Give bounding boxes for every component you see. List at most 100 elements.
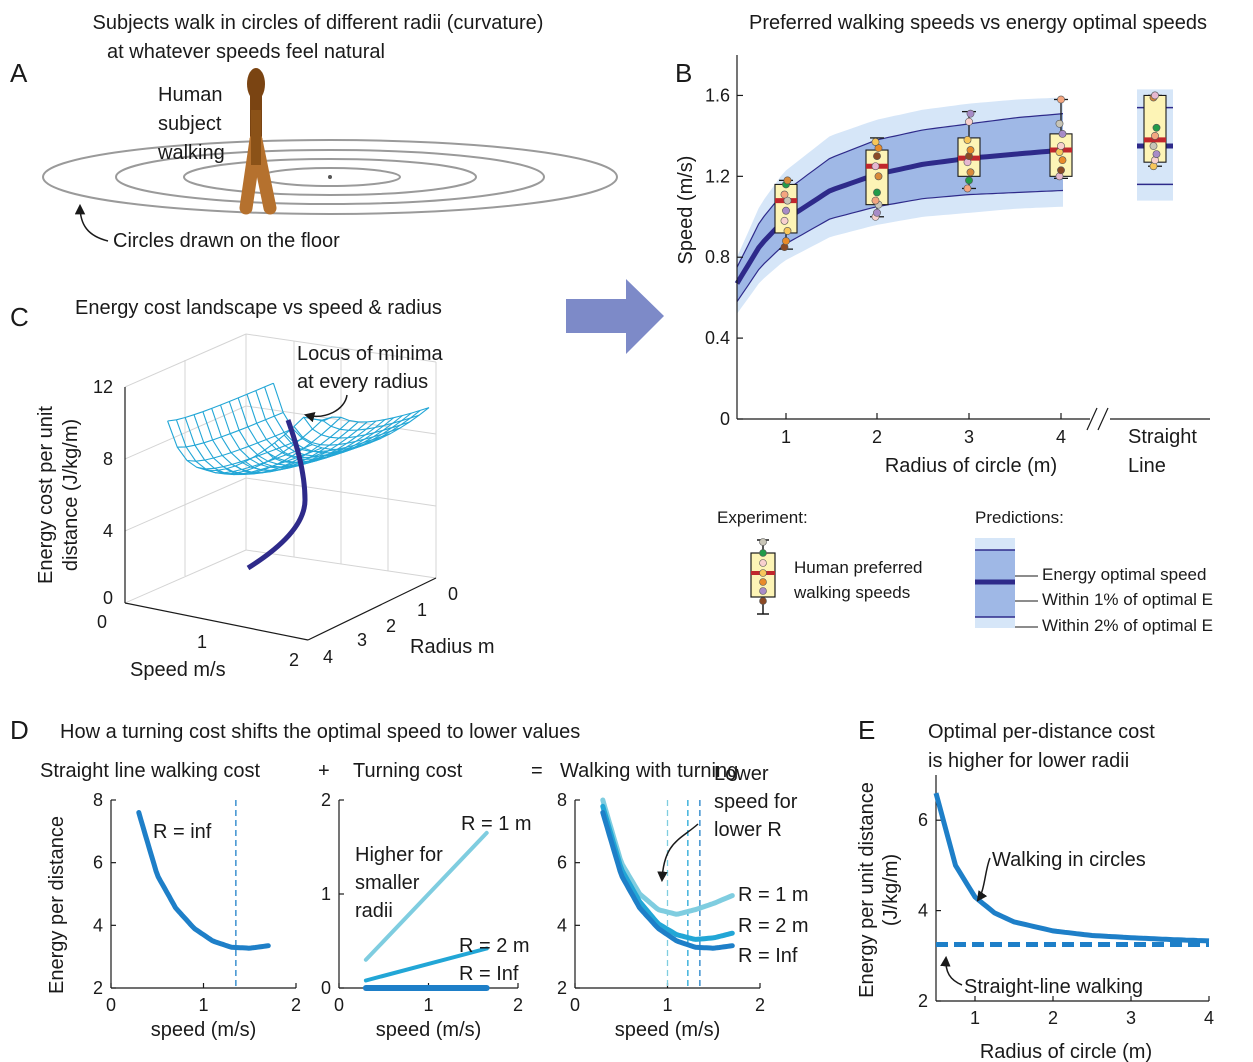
locus-annotation-1: Locus of minima: [297, 343, 443, 365]
subject-label-2: subject: [158, 113, 222, 135]
mesh-line-speed: [215, 447, 323, 476]
b-ytick-label: 0: [720, 409, 730, 429]
d-ytick-label: 4: [557, 915, 567, 935]
d-mid-label-r2: R = 2 m: [459, 935, 530, 957]
data-point: [965, 117, 973, 126]
d-series-line: [136, 810, 271, 951]
d-ytick-label: 8: [557, 790, 567, 810]
d-ytick-label: 4: [93, 915, 103, 935]
d-xtick-label: 1: [198, 995, 208, 1015]
mesh-line-speed: [283, 433, 391, 453]
d-ytick-label: 2: [557, 978, 567, 998]
d-series-line: [363, 946, 489, 983]
data-point: [1057, 95, 1065, 104]
experiment-label-1: Human preferred: [794, 558, 923, 577]
d-ytick-label: 1: [321, 884, 331, 904]
d-series-line: [363, 830, 489, 962]
d-mid-note-3: radii: [355, 900, 393, 922]
circles-label: Circles drawn on the floor: [113, 230, 340, 252]
e-xtick-label: 2: [1048, 1008, 1058, 1028]
data-point: [780, 216, 789, 225]
predictions-title: Predictions:: [975, 508, 1064, 527]
b-ylabel: Speed (m/s): [675, 156, 697, 265]
b-xtick-label-straight-2: Line: [1128, 455, 1166, 477]
subject-label-3: walking: [157, 142, 225, 164]
c-ytick-2: 2: [386, 616, 396, 636]
b-ytick-label: 0.8: [705, 247, 730, 267]
d-mid-note-1: Higher for: [355, 844, 443, 866]
data-point: [783, 176, 792, 185]
data-point: [783, 227, 792, 235]
e-ylabel-2: (J/kg/m): [880, 854, 902, 926]
c-ytick-3: 3: [357, 630, 367, 650]
data-point: [1057, 166, 1065, 175]
mesh-line-speed: [274, 438, 381, 458]
data-point: [1151, 91, 1159, 100]
d-xtick-label: 1: [662, 995, 672, 1015]
d-right-label-r2: R = 2 m: [738, 915, 809, 937]
e-label-straight: Straight-line walking: [964, 976, 1143, 998]
e-xtick-label: 4: [1204, 1008, 1214, 1028]
d-series-line: [600, 803, 735, 942]
d-right-arrow: [657, 823, 699, 883]
d-sub1: Straight line walking cost: [40, 760, 261, 782]
e-xlabel: Radius of circle (m): [980, 1041, 1152, 1062]
panel-letter-a: A: [10, 58, 28, 88]
d-xlabel: speed (m/s): [615, 1019, 721, 1041]
c-xtick-2: 2: [289, 650, 299, 670]
panel-a-title-line2: at whatever speeds feel natural: [107, 41, 385, 63]
panel-b: B Preferred walking speeds vs energy opt…: [675, 12, 1213, 635]
data-point: [871, 138, 880, 146]
c-ztick-12: 12: [93, 377, 113, 397]
data-point: [874, 172, 883, 181]
c-zlabel-2: distance (J/kg/m): [60, 419, 82, 571]
d-series-line: [600, 797, 735, 917]
d-ylabel: Energy per distance: [46, 816, 68, 994]
data-point: [966, 109, 975, 118]
d-left-label: R = inf: [153, 821, 212, 843]
d-xtick-label: 2: [291, 995, 301, 1015]
data-point: [873, 152, 881, 161]
d-xtick-label: 2: [513, 995, 523, 1015]
b-ytick-label: 1.2: [705, 166, 730, 186]
e-straight-arrow: [940, 955, 963, 986]
d-right-plot: 2 4 6 8 0 1 2 speed (m/s): [557, 790, 765, 1041]
data-point: [1152, 150, 1161, 158]
d-left-plot: 2 4 6 8 0 1 2 speed (m/s): [93, 790, 301, 1041]
d-xtick-label: 0: [570, 995, 580, 1015]
c-ylabel: Radius m: [410, 636, 494, 658]
panel-e: E Optimal per-distance cost is higher fo…: [856, 715, 1214, 1062]
d-mid-label-rinf: R = Inf: [459, 963, 519, 985]
d-ytick-label: 2: [93, 978, 103, 998]
d-right-note-2: speed for: [714, 791, 798, 813]
experiment-title: Experiment:: [717, 508, 808, 527]
locus-annotation-2: at every radius: [297, 371, 428, 393]
c-ztick-8: 8: [103, 449, 113, 469]
e-xtick-label: 1: [970, 1008, 980, 1028]
legend-prediction-icon: [975, 538, 1038, 628]
d-mid-label-r1: R = 1 m: [461, 813, 532, 835]
panel-letter-b: B: [675, 58, 692, 88]
b-ytick-label: 1.6: [705, 85, 730, 105]
data-point: [871, 196, 880, 205]
panel-letter-e: E: [858, 715, 875, 745]
legend-box-icon: [750, 538, 776, 615]
panel-a-title-line1: Subjects walk in circles of different ra…: [93, 12, 544, 34]
d-sub2: Turning cost: [353, 760, 463, 782]
mesh-line-speed: [264, 442, 371, 464]
d-xtick-label: 1: [423, 995, 433, 1015]
e-ytick-label: 4: [918, 901, 928, 921]
minima-locus-line: [246, 419, 308, 571]
d-xlabel: speed (m/s): [376, 1019, 482, 1041]
band-1pct-lower-line: [736, 189, 1064, 303]
mesh-line-speed: [177, 411, 284, 448]
prediction-bands: [734, 89, 1173, 314]
c-ytick-0: 0: [448, 584, 458, 604]
c-xtick-1: 1: [197, 632, 207, 652]
flow-arrow-icon: [566, 279, 664, 354]
data-point: [780, 190, 789, 199]
d-mid-note-2: smaller: [355, 872, 420, 894]
b-xtick-label: 4: [1056, 427, 1066, 447]
energy-surface-mesh: [167, 382, 430, 476]
